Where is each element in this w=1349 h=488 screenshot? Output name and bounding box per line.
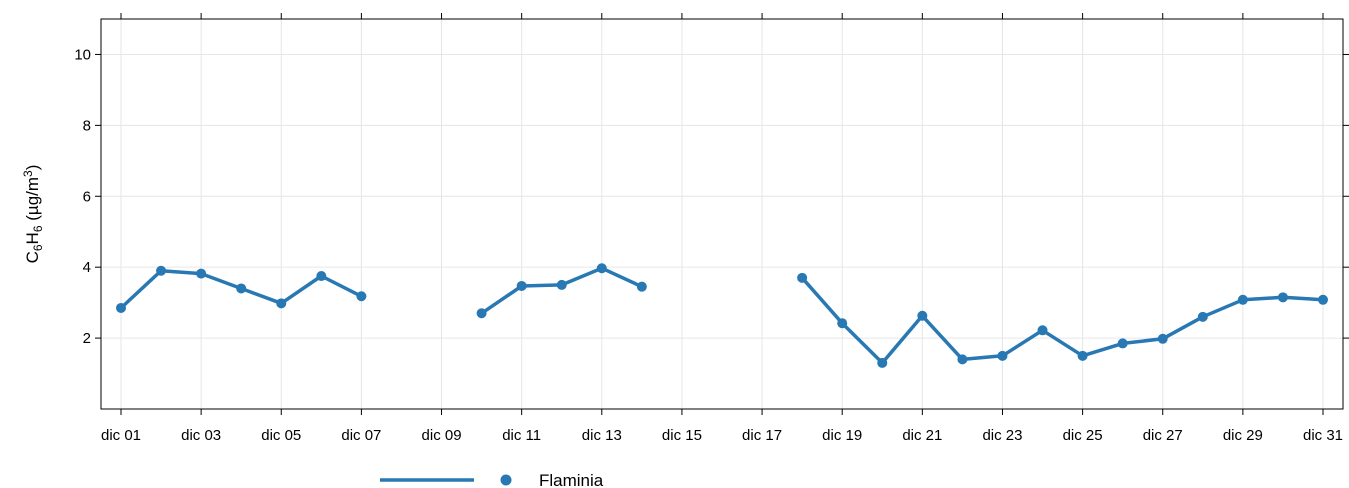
data-point bbox=[1037, 325, 1048, 336]
data-point bbox=[596, 263, 607, 274]
data-point bbox=[196, 268, 207, 279]
grid-lines bbox=[101, 19, 1343, 409]
x-tick-label: dic 15 bbox=[662, 427, 702, 444]
x-tick-label: dic 21 bbox=[902, 427, 942, 444]
data-point bbox=[917, 310, 928, 321]
x-tick-label: dic 05 bbox=[261, 427, 301, 444]
data-point bbox=[1077, 350, 1088, 361]
series-layer bbox=[116, 263, 1328, 368]
legend-point-swatch bbox=[500, 474, 512, 486]
data-point bbox=[997, 350, 1008, 361]
y-label-base: C bbox=[23, 251, 42, 263]
x-tick-label: dic 27 bbox=[1143, 427, 1183, 444]
y-tick-label: 6 bbox=[83, 188, 91, 205]
plot-frame bbox=[100, 18, 1344, 410]
legend: Flaminia bbox=[380, 471, 604, 488]
y-label-mid: H bbox=[23, 232, 42, 244]
data-point bbox=[877, 357, 888, 368]
data-point bbox=[556, 279, 567, 290]
axes: dic 01 dic 03 dic 05 dic 07 dic 09 dic 11 dic … bbox=[74, 13, 1349, 444]
series-line bbox=[800, 276, 1324, 365]
x-tick-label: dic 07 bbox=[341, 427, 381, 444]
y-label-close: ) bbox=[23, 165, 42, 171]
x-tick-label: dic 29 bbox=[1223, 427, 1263, 444]
data-point bbox=[1318, 294, 1328, 305]
data-point bbox=[476, 308, 487, 319]
y-label-unit: (µg/m bbox=[23, 177, 42, 226]
data-point bbox=[356, 291, 367, 302]
y-tick-label: 10 bbox=[74, 46, 91, 63]
x-tick-label: dic 03 bbox=[181, 427, 221, 444]
data-point bbox=[1197, 311, 1208, 322]
y-tick-label: 4 bbox=[83, 259, 91, 276]
data-point bbox=[276, 298, 287, 309]
x-tick-label: dic 19 bbox=[822, 427, 862, 444]
data-point bbox=[1277, 292, 1288, 303]
data-point bbox=[797, 272, 808, 283]
y-tick-label: 8 bbox=[83, 117, 91, 134]
data-point bbox=[1157, 333, 1168, 344]
x-tick-label: dic 31 bbox=[1303, 427, 1343, 444]
x-tick-label: dic 11 bbox=[502, 427, 541, 444]
data-point bbox=[116, 302, 126, 313]
data-point bbox=[1237, 294, 1248, 305]
y-label-sup: 3 bbox=[21, 170, 35, 177]
y-label-sub2: 6 bbox=[31, 225, 45, 232]
x-tick-label: dic 23 bbox=[982, 427, 1022, 444]
legend-entry-flaminia: Flaminia bbox=[539, 471, 604, 488]
x-tick-label: dic 13 bbox=[582, 427, 622, 444]
data-point bbox=[636, 281, 647, 292]
x-tick-label: dic 25 bbox=[1063, 427, 1103, 444]
x-tick-label: dic 17 bbox=[742, 427, 782, 444]
series-line bbox=[480, 266, 643, 315]
y-tick-label: 2 bbox=[83, 330, 91, 347]
x-tick-label: dic 01 bbox=[101, 427, 141, 444]
data-point bbox=[837, 318, 848, 329]
data-point bbox=[1117, 338, 1128, 349]
data-point bbox=[156, 265, 167, 276]
data-point bbox=[316, 271, 327, 282]
x-tick-label: dic 09 bbox=[422, 427, 462, 444]
data-point bbox=[516, 280, 527, 291]
data-point bbox=[957, 354, 968, 365]
y-axis-label: C6H6 (µg/m3) bbox=[21, 165, 45, 264]
data-point bbox=[236, 283, 247, 294]
y-label-sub1: 6 bbox=[31, 244, 45, 251]
